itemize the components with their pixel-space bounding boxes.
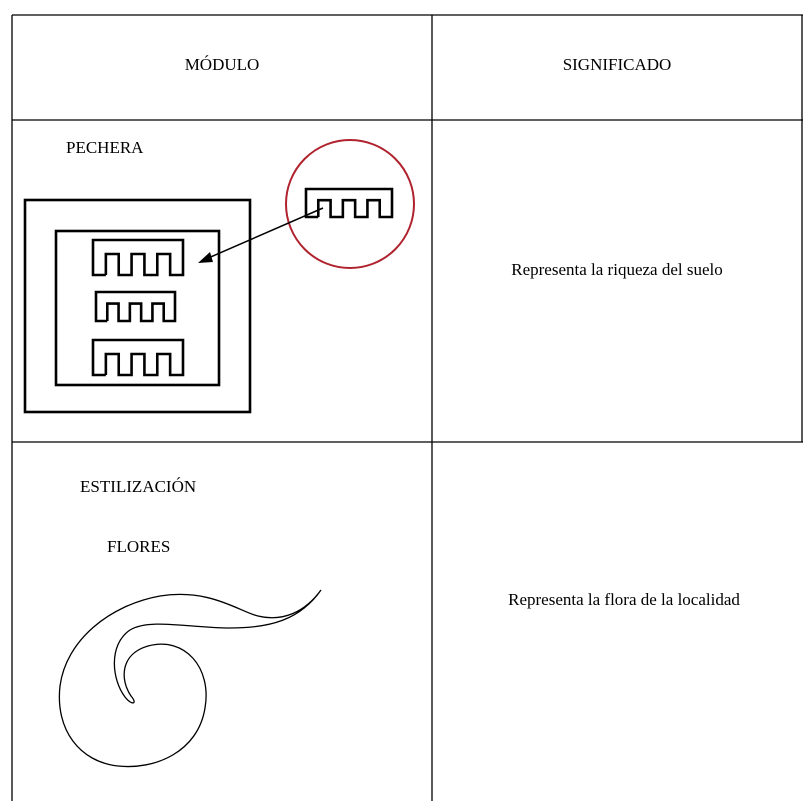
meander-motif bbox=[91, 238, 185, 277]
meander-motif bbox=[304, 187, 394, 219]
arrow bbox=[205, 207, 324, 260]
module-label: PECHERA bbox=[66, 138, 144, 157]
inner-square bbox=[54, 229, 221, 387]
meander-motif bbox=[94, 290, 177, 323]
meaning-cell: Representa la flora de la localidad bbox=[508, 590, 740, 609]
header-cell: MÓDULO bbox=[185, 55, 260, 74]
header-cell: SIGNIFICADO bbox=[563, 55, 672, 74]
outer-square bbox=[23, 198, 252, 414]
meaning-cell: Representa la riqueza del suelo bbox=[511, 260, 722, 279]
flower-spiral bbox=[58, 589, 322, 768]
pechera-drawing bbox=[23, 139, 415, 414]
zoom-circle bbox=[285, 139, 415, 269]
meander-motif bbox=[91, 338, 185, 377]
module-label: FLORES bbox=[107, 537, 170, 556]
arrow-head bbox=[198, 252, 213, 263]
module-label: ESTILIZACIÓN bbox=[80, 477, 196, 496]
table-grid bbox=[11, 14, 803, 801]
